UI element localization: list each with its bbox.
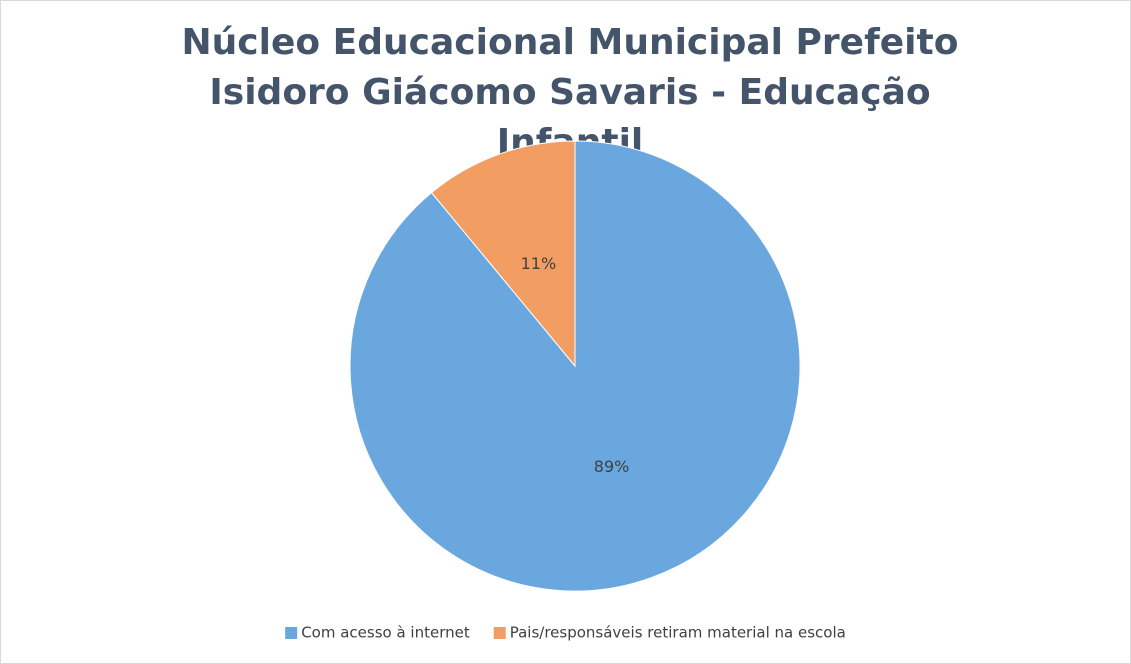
- legend-swatch: [493, 627, 506, 639]
- data-label: 11%: [521, 254, 557, 273]
- legend-label: Com acesso à internet: [301, 624, 470, 642]
- pie-slice: [430, 140, 576, 368]
- legend: Com acesso à internet Pais/responsáveis r…: [285, 624, 846, 642]
- legend-label: Pais/responsáveis retiram material na es…: [510, 624, 846, 642]
- data-label: 89%: [594, 457, 630, 476]
- legend-swatch: [285, 627, 298, 639]
